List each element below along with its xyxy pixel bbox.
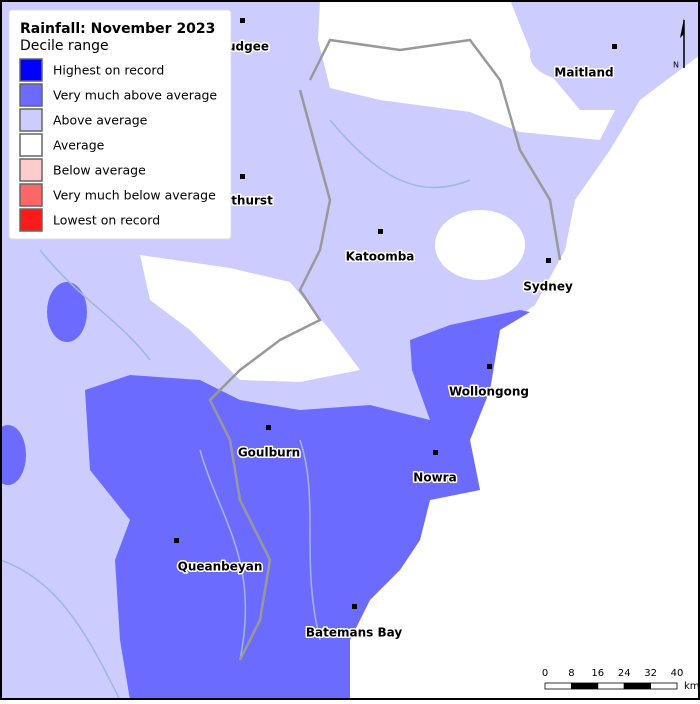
town-label: Batemans Bay <box>306 626 402 640</box>
legend-swatch <box>19 58 43 82</box>
town-label: Goulburn <box>238 446 300 460</box>
legend-label: Very much below average <box>53 188 216 203</box>
river <box>0 119 471 701</box>
town-dot <box>352 604 357 609</box>
above-average-region <box>530 30 610 80</box>
average-region <box>435 210 525 280</box>
very-much-above-region <box>85 310 530 700</box>
town-dot <box>240 18 245 23</box>
catchment-boundary <box>208 38 562 661</box>
very-much-above-region <box>0 425 26 485</box>
scale-segment <box>597 682 625 690</box>
average-region <box>140 255 360 382</box>
town-dot <box>174 538 179 543</box>
legend-title: Rainfall: November 2023 <box>20 21 215 37</box>
north-label: N <box>673 61 679 70</box>
legend-label: Lowest on record <box>53 213 160 228</box>
scale-unit: km <box>684 681 700 692</box>
town-dot <box>612 44 617 49</box>
town-label: thurst <box>231 194 273 208</box>
scale-segment <box>544 682 572 690</box>
scale-label: 32 <box>644 668 657 679</box>
town-dot <box>240 174 245 179</box>
town-label: Wollongong <box>449 385 529 399</box>
legend-swatch <box>19 158 43 182</box>
town-label: Maitland <box>554 66 613 80</box>
legend-label: Average <box>53 138 105 153</box>
scale-label: 8 <box>568 668 574 679</box>
legend-items: Highest on record Very much above average… <box>19 58 217 232</box>
town-dot <box>266 425 271 430</box>
town-label: Queanbeyan <box>178 560 263 574</box>
town-dot <box>433 450 438 455</box>
scale-segment <box>623 682 652 690</box>
town-label: udgee <box>227 40 269 54</box>
north-arrow-head <box>680 18 684 38</box>
north-arrow: N <box>673 18 685 70</box>
town-dot <box>378 229 383 234</box>
places: udgee thurst Katoomba Sydney Maitland Wo… <box>174 18 617 641</box>
legend-label: Very much above average <box>53 88 217 103</box>
legend-swatch <box>19 208 43 232</box>
town-label: Katoomba <box>346 250 415 264</box>
town-dot <box>546 258 551 263</box>
average-region <box>318 0 615 140</box>
legend-swatch <box>19 183 43 207</box>
legend-label: Below average <box>53 163 146 178</box>
town-label: Sydney <box>523 280 573 294</box>
scale-label: 16 <box>591 668 604 679</box>
scale-segment <box>571 682 599 690</box>
scale-segment <box>650 682 678 690</box>
scale-label: 24 <box>618 668 631 679</box>
legend-swatch <box>19 108 43 132</box>
legend-label: Above average <box>53 113 148 128</box>
very-much-above-region <box>47 282 87 342</box>
legend-label: Highest on record <box>53 63 164 78</box>
legend-swatch <box>19 133 43 157</box>
scale-label: 40 <box>671 668 684 679</box>
scale-label: 0 <box>542 668 548 679</box>
town-dot <box>487 364 492 369</box>
legend-swatch <box>19 83 43 107</box>
legend-subtitle: Decile range <box>20 38 109 54</box>
town-label: Nowra <box>413 471 456 485</box>
legend-box <box>8 9 232 240</box>
